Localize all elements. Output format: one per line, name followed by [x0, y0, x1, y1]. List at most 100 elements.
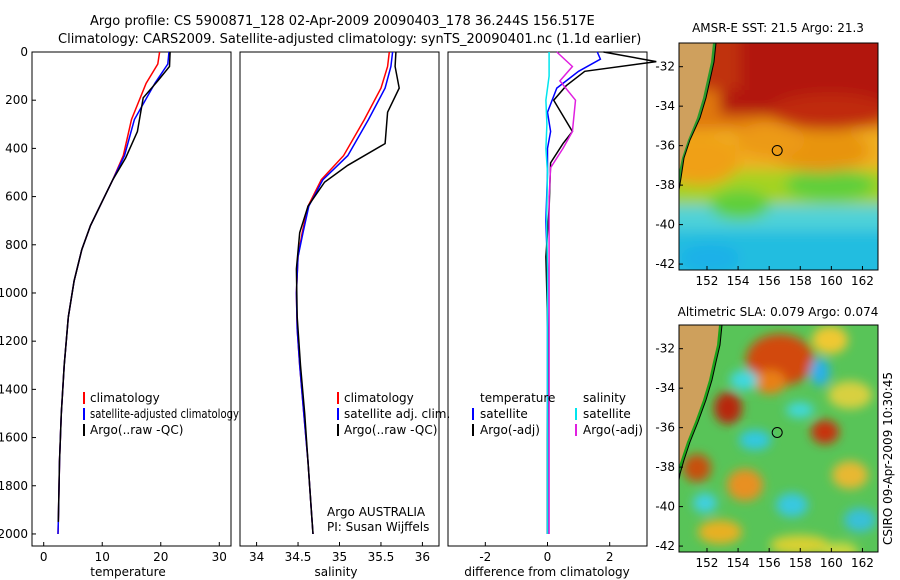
- x-tick-label: 34.5: [285, 550, 312, 564]
- sst-map: AMSR-E SST: 21.5 Argo: 21.3: [655, 21, 879, 288]
- argo-australia-label: Argo AUSTRALIA: [327, 505, 426, 519]
- salinity-panel: 34 34.5 35 35.5 36 salinity climatology sate…: [239, 51, 450, 579]
- legend-d-t-satellite: satellite: [480, 407, 528, 421]
- map-x-tick-label: 162: [851, 274, 874, 288]
- x-tick-label: 35: [332, 550, 347, 564]
- x-tick-label: 2: [606, 550, 614, 564]
- map-y-tick-label: -36: [655, 139, 675, 153]
- difference-xlabel: difference from climatology: [464, 565, 630, 579]
- difference-panel: -2 0 2 difference from climatology tempera…: [447, 51, 657, 579]
- sla-map-title: Altimetric SLA: 0.079 Argo: 0.074: [678, 305, 879, 319]
- legend-climatology: climatology: [90, 391, 160, 405]
- map-x-tick-label: 154: [727, 556, 750, 570]
- legend-s-argo: Argo(..raw -QC): [344, 423, 437, 437]
- series-line-climatology: [295, 51, 391, 535]
- salinity-xlabel: salinity: [314, 565, 357, 579]
- x-tick-label: 36: [415, 550, 430, 564]
- sst-field: [679, 43, 878, 270]
- credit-label: CSIRO 09-Apr-2009 10:30:45: [881, 372, 895, 545]
- difference-series: [545, 51, 657, 534]
- x-tick-label: 0: [544, 550, 552, 564]
- map-y-tick-label: -38: [655, 460, 675, 474]
- y-tick-label: 600: [5, 190, 28, 204]
- x-tick-label: 30: [212, 550, 227, 564]
- y-tick-label: 1000: [0, 286, 28, 300]
- y-tick-label: 200: [5, 93, 28, 107]
- legend-d-t-argo: Argo(-adj): [480, 423, 540, 437]
- sst-map-axes: 152 154 156 158 160 162 -32 -34 -36 -38 -40 -42: [655, 60, 874, 288]
- map-y-tick-label: -34: [655, 381, 675, 395]
- map-y-tick-label: -42: [655, 257, 675, 271]
- legend-d-salinity-title: salinity: [583, 391, 626, 405]
- y-tick-label: 1800: [0, 479, 28, 493]
- sla-map: Altimetric SLA: 0.079 Argo: 0.074: [655, 305, 879, 570]
- temperature-panel: 0 200 400 600 800 1000 1200 1400 1600 1800 2000 0 1…: [0, 45, 239, 579]
- legend-argo: Argo(..raw -QC): [90, 423, 183, 437]
- legend-s-satellite: satellite adj. clim.: [344, 407, 450, 421]
- salinity-axes-frame: [239, 51, 440, 547]
- map-x-tick-label: 152: [696, 274, 719, 288]
- series-line-argo-raw-qc-: [57, 51, 171, 522]
- temperature-legend: climatology satellite-adjusted climatolo…: [83, 391, 239, 437]
- pi-label: PI: Susan Wijffels: [327, 520, 429, 534]
- y-tick-label: 1200: [0, 334, 28, 348]
- series-line-satellite-adjusted-climatology: [57, 51, 170, 535]
- x-tick-label: -2: [479, 550, 491, 564]
- map-x-tick-label: 162: [851, 556, 874, 570]
- salinity-x-axis: 34 34.5 35 35.5 36: [249, 542, 430, 564]
- map-x-tick-label: 152: [696, 556, 719, 570]
- map-x-tick-label: 156: [758, 274, 781, 288]
- map-x-tick-label: 160: [820, 274, 843, 288]
- x-tick-label: 10: [95, 550, 110, 564]
- legend-d-s-argo: Argo(-adj): [583, 423, 643, 437]
- sla-map-frame: [678, 324, 879, 553]
- sst-map-frame: [678, 42, 879, 271]
- x-tick-label: 0: [40, 550, 48, 564]
- sla-map-axes: 152 154 156 158 160 162 -32 -34 -36 -38 -40 -42: [655, 342, 874, 570]
- map-y-tick-label: -40: [655, 500, 675, 514]
- series-line-satellite-adj-clim-: [295, 51, 394, 535]
- series-line-salinity-satellite: [545, 52, 550, 534]
- series-line-climatology: [57, 51, 161, 535]
- difference-x-axis: -2 0 2: [479, 542, 614, 564]
- map-x-tick-label: 158: [789, 556, 812, 570]
- x-tick-label: 20: [153, 550, 168, 564]
- map-y-tick-label: -32: [655, 60, 675, 74]
- y-tick-label: 1400: [0, 382, 28, 396]
- temperature-x-axis: 0 10 20 30: [40, 542, 227, 564]
- legend-d-temperature-title: temperature: [480, 391, 555, 405]
- series-line-temperature-argo-adj-: [545, 51, 657, 534]
- y-tick-label: 1600: [0, 431, 28, 445]
- map-x-tick-label: 160: [820, 556, 843, 570]
- map-y-tick-label: -40: [655, 218, 675, 232]
- sla-field: [679, 325, 878, 552]
- depth-axis: 0 200 400 600 800 1000 1200 1400 1600 1800 2000: [0, 45, 36, 541]
- legend-s-climatology: climatology: [344, 391, 414, 405]
- temperature-axes-frame: [31, 51, 232, 547]
- map-y-tick-label: -34: [655, 99, 675, 113]
- sst-argo-marker: [771, 144, 783, 156]
- map-y-tick-label: -32: [655, 342, 675, 356]
- difference-legend: temperature salinity satellite Argo(-adj…: [472, 391, 643, 437]
- salinity-legend: climatology satellite adj. clim. Argo(..…: [337, 391, 450, 437]
- temperature-xlabel: temperature: [90, 565, 165, 579]
- series-line-argo-raw-qc-: [295, 51, 400, 535]
- map-y-tick-label: -36: [655, 421, 675, 435]
- salinity-series: [295, 51, 400, 535]
- x-tick-label: 34: [249, 550, 264, 564]
- temperature-series: [57, 51, 171, 535]
- legend-d-s-satellite: satellite: [583, 407, 631, 421]
- sst-map-title: AMSR-E SST: 21.5 Argo: 21.3: [692, 21, 864, 35]
- map-x-tick-label: 154: [727, 274, 750, 288]
- y-tick-label: 800: [5, 238, 28, 252]
- series-line-salinity-argo-adj-: [548, 51, 577, 534]
- map-y-tick-label: -38: [655, 178, 675, 192]
- header-line-2: Climatology: CARS2009. Satellite-adjuste…: [58, 32, 641, 47]
- map-x-tick-label: 156: [758, 556, 781, 570]
- map-y-tick-label: -42: [655, 539, 675, 553]
- y-tick-label: 0: [20, 45, 28, 59]
- map-x-tick-label: 158: [789, 274, 812, 288]
- sla-argo-marker: [771, 426, 783, 438]
- y-tick-label: 400: [5, 141, 28, 155]
